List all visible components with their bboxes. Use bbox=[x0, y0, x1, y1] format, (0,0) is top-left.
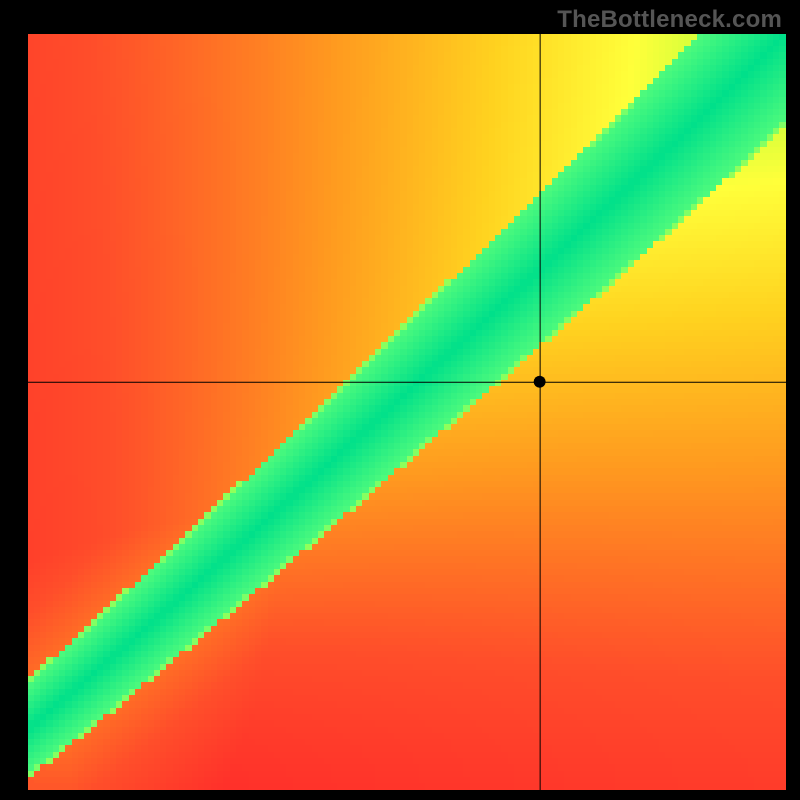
chart-frame: TheBottleneck.com bbox=[0, 0, 800, 800]
watermark-text: TheBottleneck.com bbox=[557, 6, 782, 34]
heatmap-canvas bbox=[28, 34, 786, 790]
